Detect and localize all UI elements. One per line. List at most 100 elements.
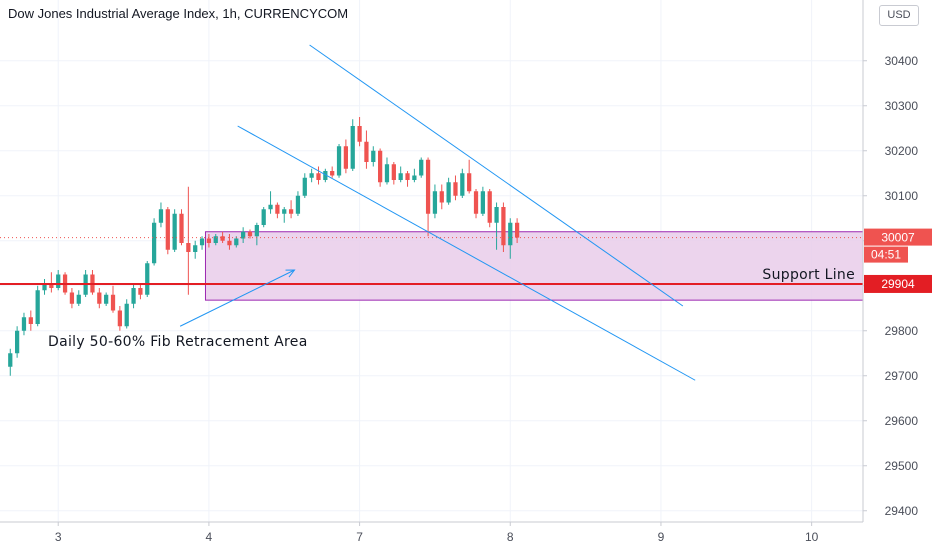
candle	[104, 293, 108, 307]
candle-body	[330, 171, 334, 176]
candle-body	[419, 160, 423, 176]
y-tick-label: 29800	[885, 324, 919, 338]
candle	[344, 140, 348, 174]
candle	[426, 158, 430, 237]
y-tick-label: 30100	[885, 189, 919, 203]
candle	[289, 200, 293, 218]
candle-body	[179, 214, 183, 243]
candle-body	[207, 239, 211, 244]
candle	[125, 299, 129, 328]
candle	[453, 176, 457, 201]
candle-body	[97, 293, 101, 304]
candle	[8, 349, 12, 376]
candle-body	[220, 236, 224, 241]
y-tick-label: 29500	[885, 459, 919, 473]
candle-body	[508, 223, 512, 246]
candle-body	[282, 209, 286, 214]
support-price-tag: 29904	[864, 275, 932, 293]
candle-body	[426, 160, 430, 214]
candle	[316, 167, 320, 185]
candle	[446, 178, 450, 205]
candle	[159, 203, 163, 228]
candle	[330, 167, 334, 178]
candle	[42, 279, 46, 295]
y-tick-label: 29400	[885, 504, 919, 518]
time-axis-bg[interactable]	[0, 522, 932, 550]
candle-body	[488, 191, 492, 223]
candle-body	[303, 178, 307, 196]
candle	[131, 284, 135, 309]
x-tick-label: 8	[507, 530, 514, 544]
candle-body	[152, 223, 156, 264]
candle	[303, 173, 307, 198]
candle-body	[440, 191, 444, 202]
fib-retracement-zone[interactable]	[205, 232, 863, 300]
candle	[385, 158, 389, 185]
candle	[275, 203, 279, 219]
candle	[36, 286, 40, 327]
candle	[412, 169, 416, 183]
candle	[364, 131, 368, 169]
candle-body	[138, 288, 142, 295]
candle-body	[125, 304, 129, 327]
candle	[15, 326, 19, 358]
candle-body	[460, 173, 464, 196]
candle	[90, 270, 94, 295]
candle-body	[289, 209, 293, 214]
candle	[351, 119, 355, 171]
candle	[29, 311, 33, 331]
candle-body	[481, 191, 485, 214]
candle	[310, 169, 314, 183]
candle-body	[310, 173, 314, 178]
candle-body	[8, 353, 12, 367]
candle-body	[70, 293, 74, 304]
candle-body	[515, 223, 519, 238]
x-tick-label: 3	[55, 530, 62, 544]
candle	[481, 187, 485, 216]
candle	[282, 207, 286, 223]
candle	[501, 203, 505, 253]
candle	[268, 191, 272, 214]
candle-body	[159, 209, 163, 223]
y-tick-label: 29700	[885, 369, 919, 383]
candle-body	[275, 205, 279, 214]
candle	[371, 146, 375, 166]
currency-button[interactable]: USD	[879, 5, 919, 26]
candle-body	[186, 243, 190, 252]
current-price-tag: 30007	[864, 229, 932, 246]
countdown-tag: 04:51	[864, 247, 908, 263]
candle-body	[399, 173, 403, 180]
y-tick-label: 30200	[885, 144, 919, 158]
candle-body	[15, 331, 19, 354]
candle	[440, 185, 444, 210]
candle-body	[111, 295, 115, 311]
candle	[296, 191, 300, 216]
candle-body	[234, 239, 238, 246]
candle-body	[36, 290, 40, 324]
candle	[337, 144, 341, 178]
candle-body	[56, 275, 60, 289]
candle-body	[166, 209, 170, 250]
support-price-value: 29904	[881, 277, 915, 291]
candle	[166, 207, 170, 254]
candle-body	[268, 205, 272, 210]
candle-body	[296, 196, 300, 214]
y-tick-label: 30300	[885, 99, 919, 113]
x-tick-label: 10	[805, 530, 819, 544]
candle-body	[145, 263, 149, 295]
candle-body	[453, 182, 457, 196]
candle-body	[173, 214, 177, 250]
candle	[193, 241, 197, 259]
candle-body	[193, 245, 197, 252]
candle	[70, 288, 74, 308]
candle-body	[337, 146, 341, 175]
candle-body	[392, 164, 396, 180]
candle-body	[501, 207, 505, 245]
candle-body	[262, 209, 266, 225]
candle	[97, 288, 101, 308]
candle-body	[200, 239, 204, 246]
candle-body	[357, 126, 361, 142]
candle-body	[77, 295, 81, 304]
chart-title: Dow Jones Industrial Average Index, 1h, …	[8, 6, 348, 21]
